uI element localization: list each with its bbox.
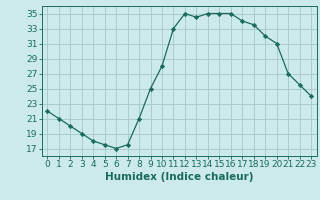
X-axis label: Humidex (Indice chaleur): Humidex (Indice chaleur)	[105, 172, 253, 182]
